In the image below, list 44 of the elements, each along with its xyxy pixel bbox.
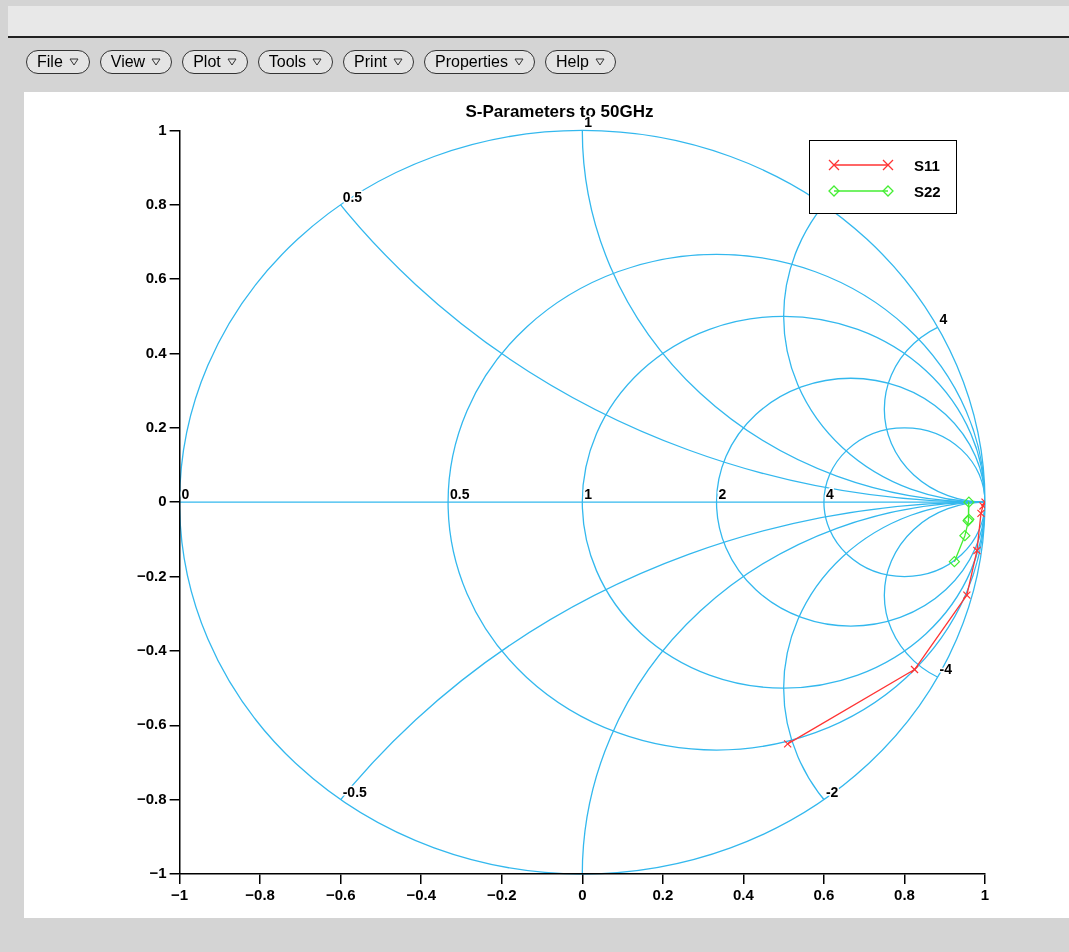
text: Help: [555, 53, 589, 71]
point: [963, 496, 975, 508]
legend-label: S22: [914, 182, 941, 200]
x-tick-label: 1: [980, 886, 990, 904]
y-tick-label: −0.4: [136, 641, 168, 659]
y-tick-label: −0.2: [136, 566, 167, 584]
text: File: [37, 53, 63, 71]
y-tick-label: 0.2: [145, 417, 167, 435]
point: [910, 665, 919, 674]
point: [972, 546, 982, 555]
annotation: 1: [584, 486, 593, 503]
x-tick-label: −0.4: [406, 886, 437, 904]
y-tick-label: 0.4: [145, 343, 168, 361]
text: View: [110, 53, 146, 71]
legend-label: S11: [914, 156, 940, 174]
x-tick-label: −1: [171, 886, 189, 904]
point: [948, 556, 960, 568]
text: Properties: [435, 53, 508, 71]
text: Plot: [193, 53, 221, 71]
y-tick-label: −0.8: [136, 789, 167, 807]
x-tick-label: 0.8: [894, 886, 915, 904]
annotation: 2: [718, 486, 727, 503]
text: Print: [354, 53, 388, 71]
x-tick-label: 0: [578, 886, 587, 904]
text: Tools: [268, 53, 307, 71]
annotation: 0.5: [450, 486, 470, 503]
x-tick-label: 0.2: [652, 886, 674, 904]
x-tick-label: 0.6: [813, 886, 835, 904]
point: [962, 591, 972, 600]
y-tick-label: −0.6: [136, 715, 167, 733]
y-tick-label: 0: [158, 492, 167, 510]
y-tick-label: 1: [158, 120, 167, 138]
x-tick-label: −0.6: [325, 886, 356, 904]
annotation: 0: [181, 486, 190, 503]
x-tick-label: −0.8: [245, 886, 275, 904]
y-tick-label: 0.8: [145, 194, 167, 212]
x-tick-label: 0.4: [732, 886, 755, 904]
y-tick-label: −1: [149, 864, 167, 882]
y-tick-label: 0.6: [145, 269, 167, 287]
point: [783, 739, 792, 749]
x-tick-label: −0.2: [486, 886, 517, 904]
annotation: 4: [825, 486, 834, 503]
annotation: 4: [939, 311, 948, 328]
point: [959, 530, 971, 542]
